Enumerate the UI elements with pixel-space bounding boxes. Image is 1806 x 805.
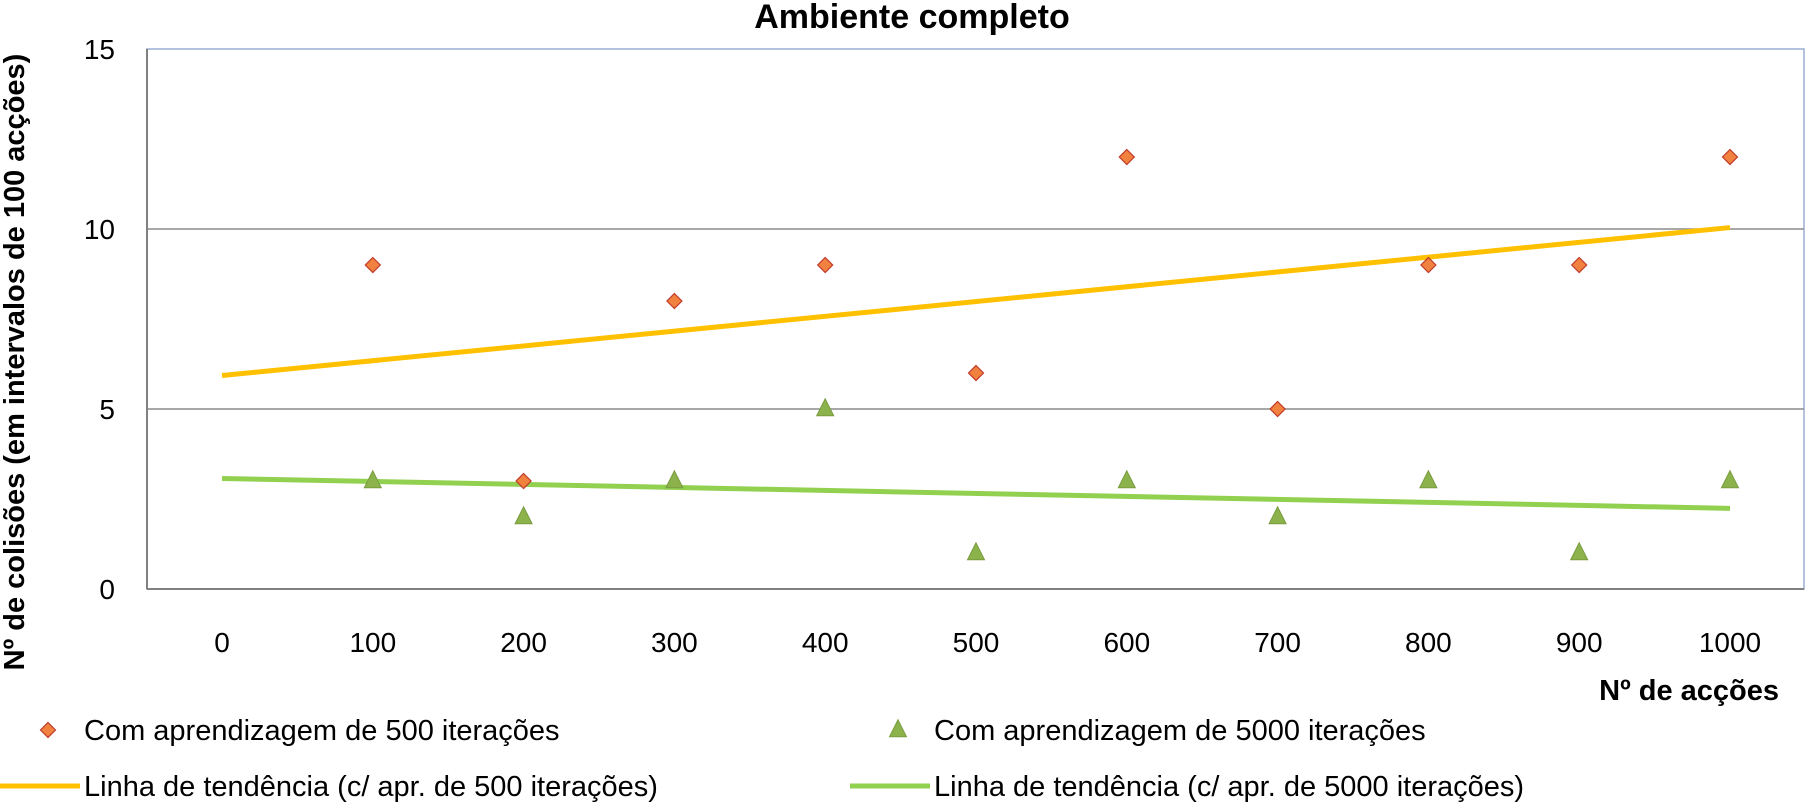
x-tick-label: 900: [1556, 627, 1603, 658]
legend-label: Com aprendizagem de 5000 iterações: [934, 715, 1426, 747]
y-axis-label: Nº de colisões (em intervalos de 100 acç…: [0, 54, 31, 671]
legend-marker-triangle: [888, 718, 908, 738]
legend: Com aprendizagem de 500 iterações Com apr…: [0, 715, 1524, 803]
x-tick-label: 0: [214, 627, 230, 658]
y-axis-ticks: 0 5 10 15: [84, 34, 115, 605]
point-500-iterations: [515, 472, 532, 490]
point-5000-iterations: [514, 505, 533, 525]
trendline-500: [221, 225, 1731, 379]
plot-area: [146, 48, 1805, 590]
x-axis-ticks: 0 100 200 300 400 500 600 700 800 900 1000: [214, 627, 1761, 658]
y-tick-label: 0: [99, 574, 115, 605]
x-axis-label: Nº de acções: [1599, 675, 1779, 707]
legend-label: Com aprendizagem de 500 iterações: [84, 715, 560, 747]
point-500-iterations: [1269, 400, 1286, 418]
point-500-iterations: [666, 292, 683, 310]
x-tick-label: 800: [1405, 627, 1452, 658]
chart-title: Ambiente completo: [754, 0, 1069, 36]
point-5000-iterations: [665, 469, 684, 489]
data-points: [363, 148, 1740, 561]
y-tick-label: 10: [84, 214, 115, 245]
point-500-iterations: [1420, 256, 1437, 274]
x-tick-label: 600: [1103, 627, 1150, 658]
x-tick-label: 400: [802, 627, 849, 658]
point-5000-iterations: [1268, 505, 1287, 525]
legend-label: Linha de tendência (c/ apr. de 500 itera…: [84, 771, 658, 803]
x-tick-label: 500: [953, 627, 1000, 658]
point-5000-iterations: [363, 469, 383, 489]
y-tick-label: 15: [84, 34, 115, 65]
point-5000-iterations: [1569, 541, 1589, 561]
legend-label: Linha de tendência (c/ apr. de 5000 iter…: [934, 771, 1524, 803]
x-tick-label: 700: [1254, 627, 1301, 658]
gridlines: [147, 228, 1804, 410]
x-tick-label: 1000: [1699, 627, 1761, 658]
point-5000-iterations: [1419, 469, 1438, 489]
point-5000-iterations: [1117, 469, 1137, 489]
point-500-iterations: [364, 256, 382, 274]
x-tick-label: 100: [349, 627, 396, 658]
point-500-iterations: [1721, 148, 1739, 166]
y-tick-label: 5: [99, 394, 115, 425]
trendlines: [221, 225, 1731, 511]
point-5000-iterations: [1720, 469, 1740, 489]
x-tick-label: 200: [500, 627, 547, 658]
point-500-iterations: [1570, 256, 1588, 274]
point-500-iterations: [816, 256, 834, 274]
point-5000-iterations: [966, 541, 986, 561]
legend-marker-diamond: [39, 721, 57, 739]
x-tick-label: 300: [651, 627, 698, 658]
point-5000-iterations: [815, 397, 835, 417]
point-500-iterations: [967, 364, 985, 382]
trendline-5000: [221, 475, 1731, 511]
point-500-iterations: [1118, 148, 1136, 166]
